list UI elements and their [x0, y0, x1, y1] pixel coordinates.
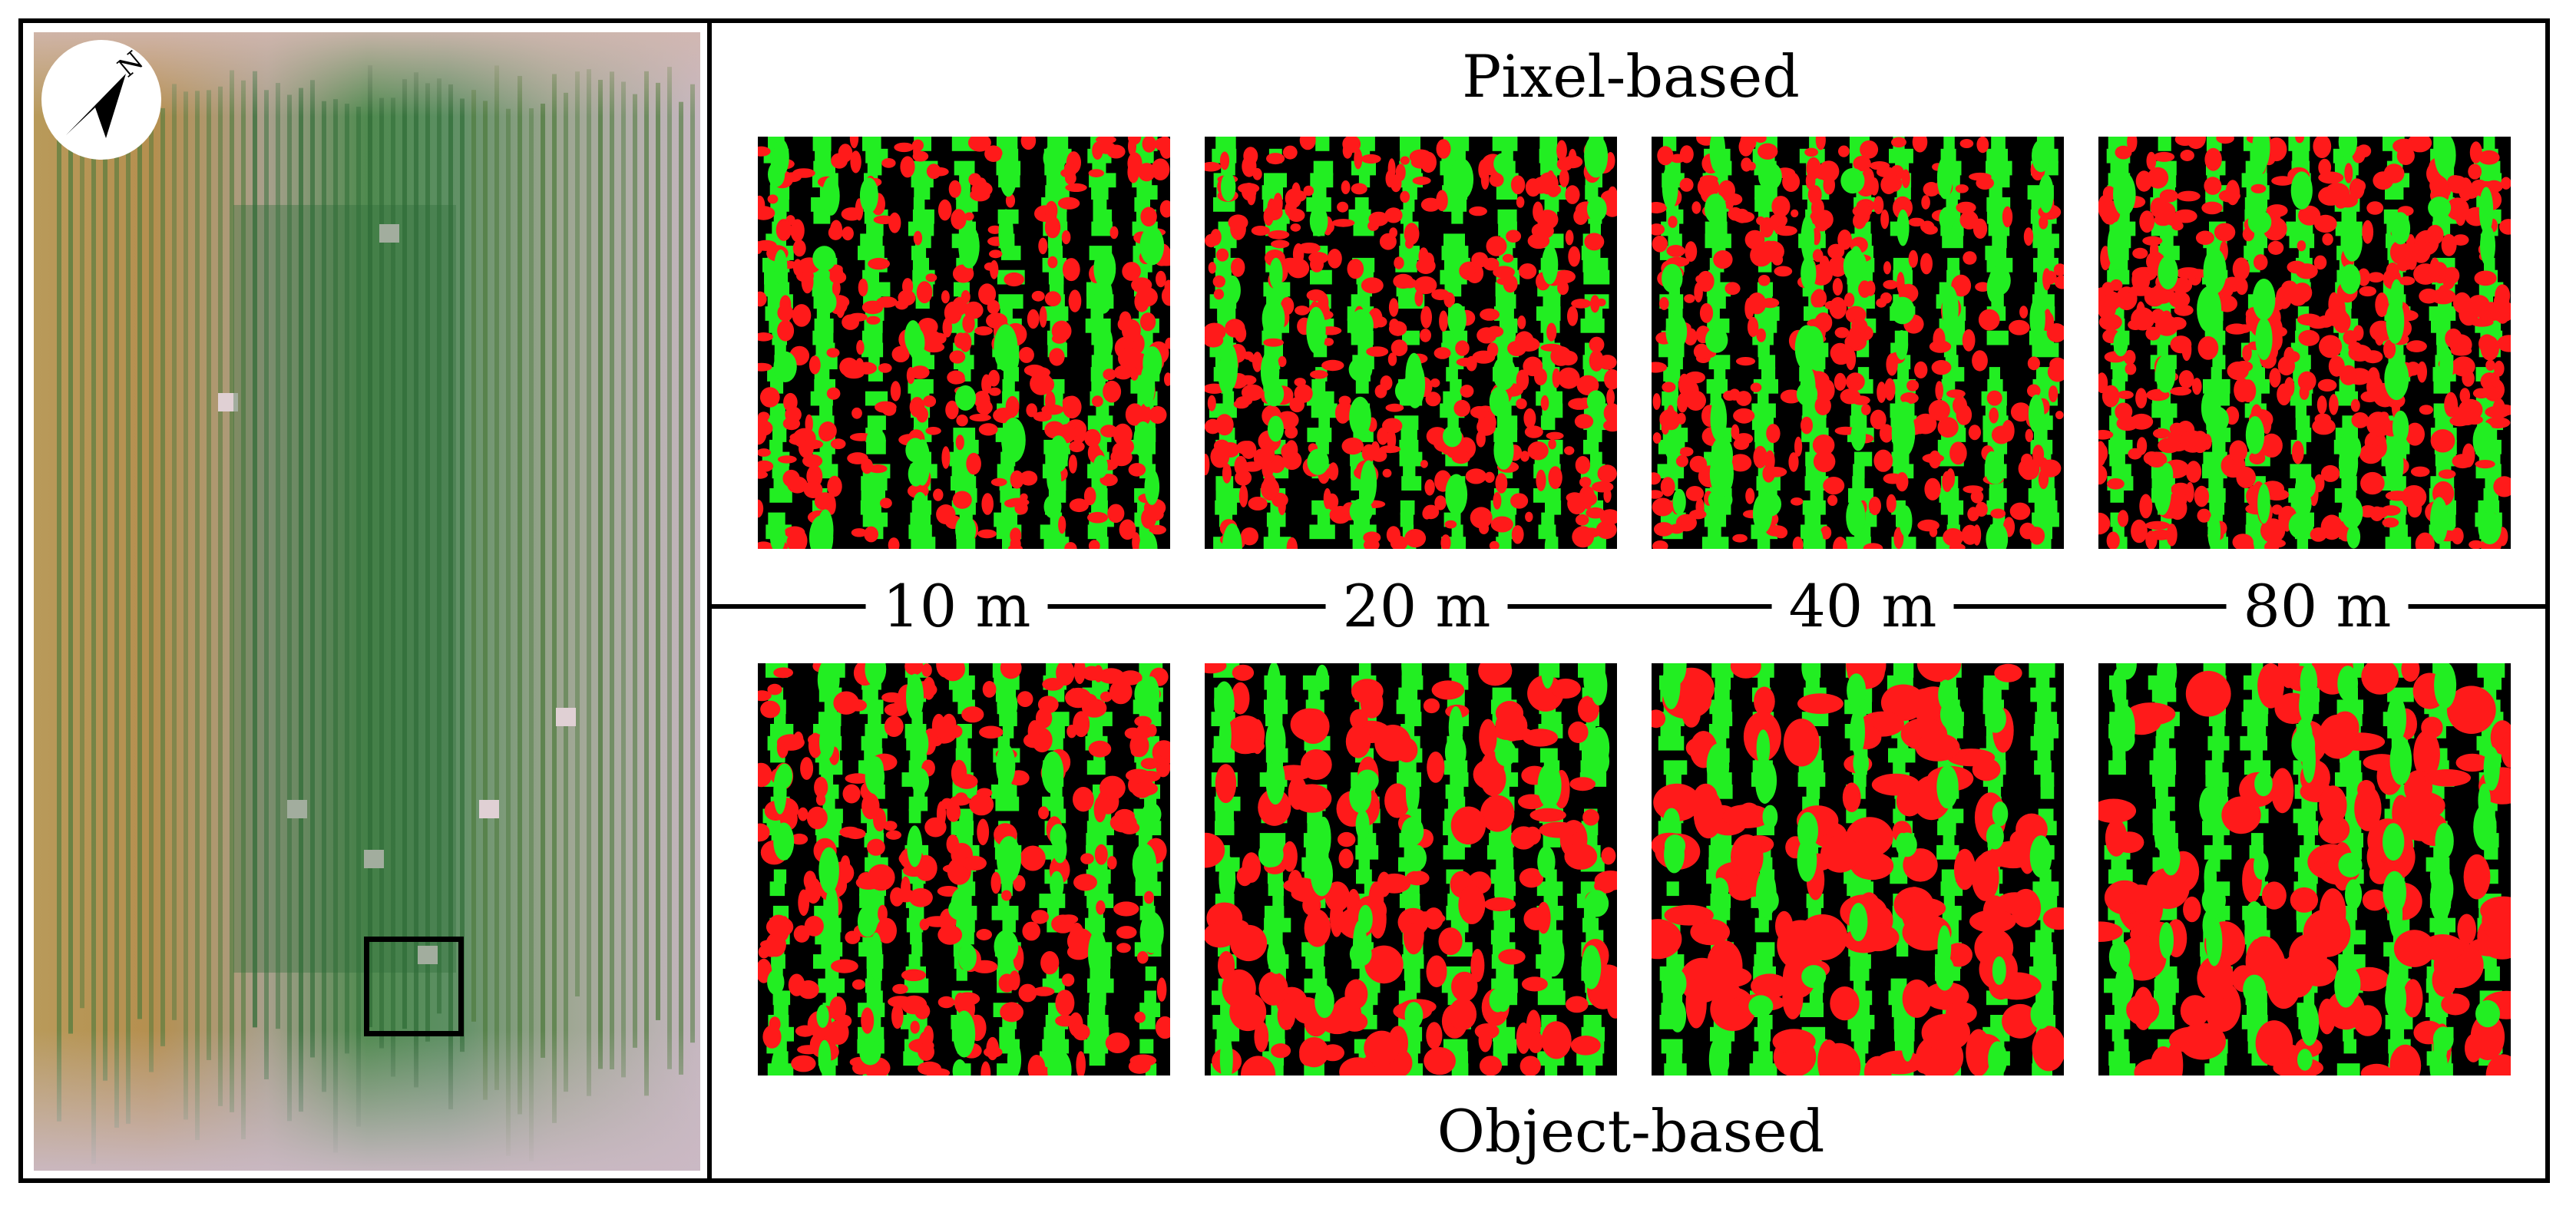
pixel-map-40m — [1652, 137, 2064, 549]
scale-label-10m: 10 m — [865, 570, 1048, 643]
field-orthomosaic — [34, 32, 700, 1171]
object-map-10m — [758, 663, 1170, 1075]
north-arrow-icon: N — [41, 40, 161, 160]
pixel-map-10m — [758, 137, 1170, 549]
scale-divider — [712, 604, 2550, 609]
object-map-80m — [2098, 663, 2511, 1075]
figure-frame — [18, 18, 2550, 1183]
pixel-based-title: Pixel-based — [1462, 42, 1800, 111]
north-label: N — [112, 45, 150, 84]
object-map-20m — [1205, 663, 1617, 1075]
scale-label-40m: 40 m — [1771, 570, 1954, 643]
scale-label-80m: 80 m — [2226, 570, 2409, 643]
study-area-box — [364, 937, 464, 1036]
pixel-map-80m — [2098, 137, 2511, 549]
orthomosaic-panel — [18, 18, 712, 1183]
scale-label-20m: 20 m — [1325, 570, 1508, 643]
object-map-40m — [1652, 663, 2064, 1075]
object-based-title: Object-based — [1437, 1097, 1825, 1165]
pixel-map-20m — [1205, 137, 1617, 549]
